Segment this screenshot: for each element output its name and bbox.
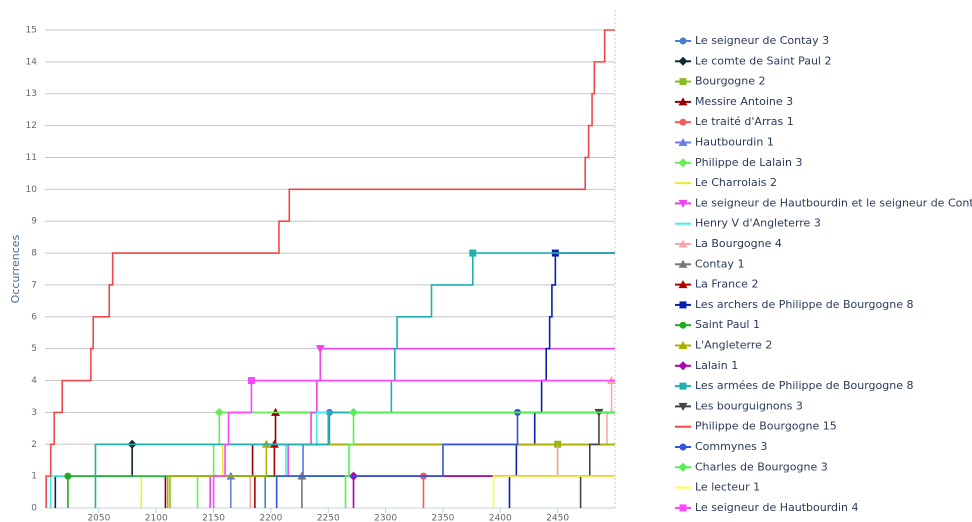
x-tick-label: 2450	[546, 514, 569, 522]
point-marker	[469, 249, 477, 257]
legend-label: Philippe de Lalain 3	[695, 156, 802, 169]
point-marker	[214, 407, 224, 417]
legend-marker	[678, 138, 688, 146]
legend-marker	[679, 37, 687, 45]
y-tick-label: 5	[31, 344, 37, 354]
y-tick-label: 6	[31, 312, 37, 322]
series-line	[196, 411, 615, 508]
legend-marker	[678, 199, 688, 208]
legend-marker	[678, 259, 688, 268]
series-line	[275, 411, 615, 508]
y-tick-label: 13	[26, 89, 37, 99]
y-tick-label: 8	[31, 249, 37, 259]
y-tick-label: 1	[31, 472, 37, 482]
y-tick-label: 11	[26, 153, 37, 163]
series-line	[492, 475, 615, 508]
legend-marker	[678, 361, 688, 371]
series-line	[264, 411, 615, 508]
legend-label: Commynes 3	[695, 440, 767, 453]
legend-label: Le lecteur 1	[695, 481, 760, 494]
legend-marker	[678, 462, 688, 472]
legend-marker	[679, 504, 687, 512]
x-tick-label: 2250	[317, 514, 340, 522]
point-marker	[349, 407, 359, 417]
series-line	[45, 29, 615, 508]
legend-label: La France 2	[695, 278, 758, 291]
y-tick-label: 4	[31, 376, 37, 386]
series-line	[166, 443, 615, 508]
series-line	[301, 475, 615, 508]
legend-label: Les archers de Philippe de Bourgogne 8	[695, 298, 914, 311]
legend-label: Le Charrolais 2	[695, 176, 777, 189]
legend-marker	[678, 341, 688, 349]
series-line	[94, 252, 615, 508]
y-tick-label: 9	[31, 217, 37, 227]
legend-label: Philippe de Bourgogne 15	[695, 420, 837, 433]
legend-marker	[679, 118, 687, 126]
y-tick-label: 0	[31, 504, 37, 514]
legend-marker	[678, 97, 688, 106]
legend-marker	[678, 280, 688, 289]
legend-label: Le seigneur de Hautbourdin 4	[695, 501, 859, 514]
point-marker	[64, 472, 72, 480]
series-line	[67, 475, 615, 508]
series-line	[209, 347, 615, 508]
legend-marker	[678, 239, 688, 248]
legend-marker	[678, 56, 688, 66]
legend-label: Le comte de Saint Paul 2	[695, 54, 831, 67]
legend-marker	[679, 321, 687, 329]
legend-label: Contay 1	[695, 257, 744, 270]
x-tick-label: 2200	[259, 514, 282, 522]
y-tick-label: 3	[31, 408, 37, 418]
series-line	[49, 411, 615, 508]
x-tick-label: 2150	[202, 514, 225, 522]
point-marker	[247, 377, 255, 385]
legend-label: L'Angleterre 2	[695, 339, 772, 352]
legend-label: La Bourgogne 4	[695, 237, 782, 250]
x-tick-label: 2050	[87, 514, 110, 522]
legend-label: Saint Paul 1	[695, 318, 760, 331]
y-tick-label: 10	[26, 185, 38, 195]
series-line	[164, 411, 615, 508]
legend-label: Henry V d'Angleterre 3	[695, 217, 821, 230]
legend-label: Le seigneur de Contay 3	[695, 34, 829, 47]
series-line	[422, 475, 615, 508]
y-tick-label: 12	[26, 121, 37, 131]
y-axis-title: Occurrences	[9, 234, 22, 303]
legend-marker	[678, 158, 688, 168]
series-line	[579, 411, 615, 508]
legend-label: Le seigneur de Hautbourdin et le seigneu…	[695, 196, 972, 209]
series-line	[352, 475, 615, 508]
legend-marker	[679, 443, 687, 451]
x-tick-label: 2350	[432, 514, 455, 522]
legend-label: Les armées de Philippe de Bourgogne 8	[695, 379, 913, 392]
legend-label: Bourgogne 2	[695, 75, 766, 88]
legend-marker	[679, 78, 687, 86]
legend-marker	[679, 301, 687, 309]
series-line	[212, 379, 615, 508]
legend-label: Les bourguignons 3	[695, 399, 803, 412]
legend: Le seigneur de Contay 3 Le comte de Saint…	[675, 34, 972, 514]
legend-label: Le traité d'Arras 1	[695, 115, 794, 128]
y-tick-label: 14	[26, 57, 38, 67]
x-tick-label: 2300	[374, 514, 397, 522]
series-line	[344, 411, 615, 508]
legend-marker	[678, 402, 688, 411]
point-marker	[315, 345, 325, 354]
legend-label: Charles de Bourgogne 3	[695, 460, 828, 473]
y-tick-label: 15	[26, 26, 37, 36]
x-tick-label: 2100	[145, 514, 168, 522]
x-tick-label: 2400	[489, 514, 512, 522]
legend-label: Lalain 1	[695, 359, 738, 372]
y-tick-label: 7	[31, 280, 37, 290]
legend-label: Hautbourdin 1	[695, 136, 774, 149]
y-tick-label: 2	[31, 440, 37, 450]
legend-label: Messire Antoine 3	[695, 95, 793, 108]
legend-marker	[679, 382, 687, 390]
